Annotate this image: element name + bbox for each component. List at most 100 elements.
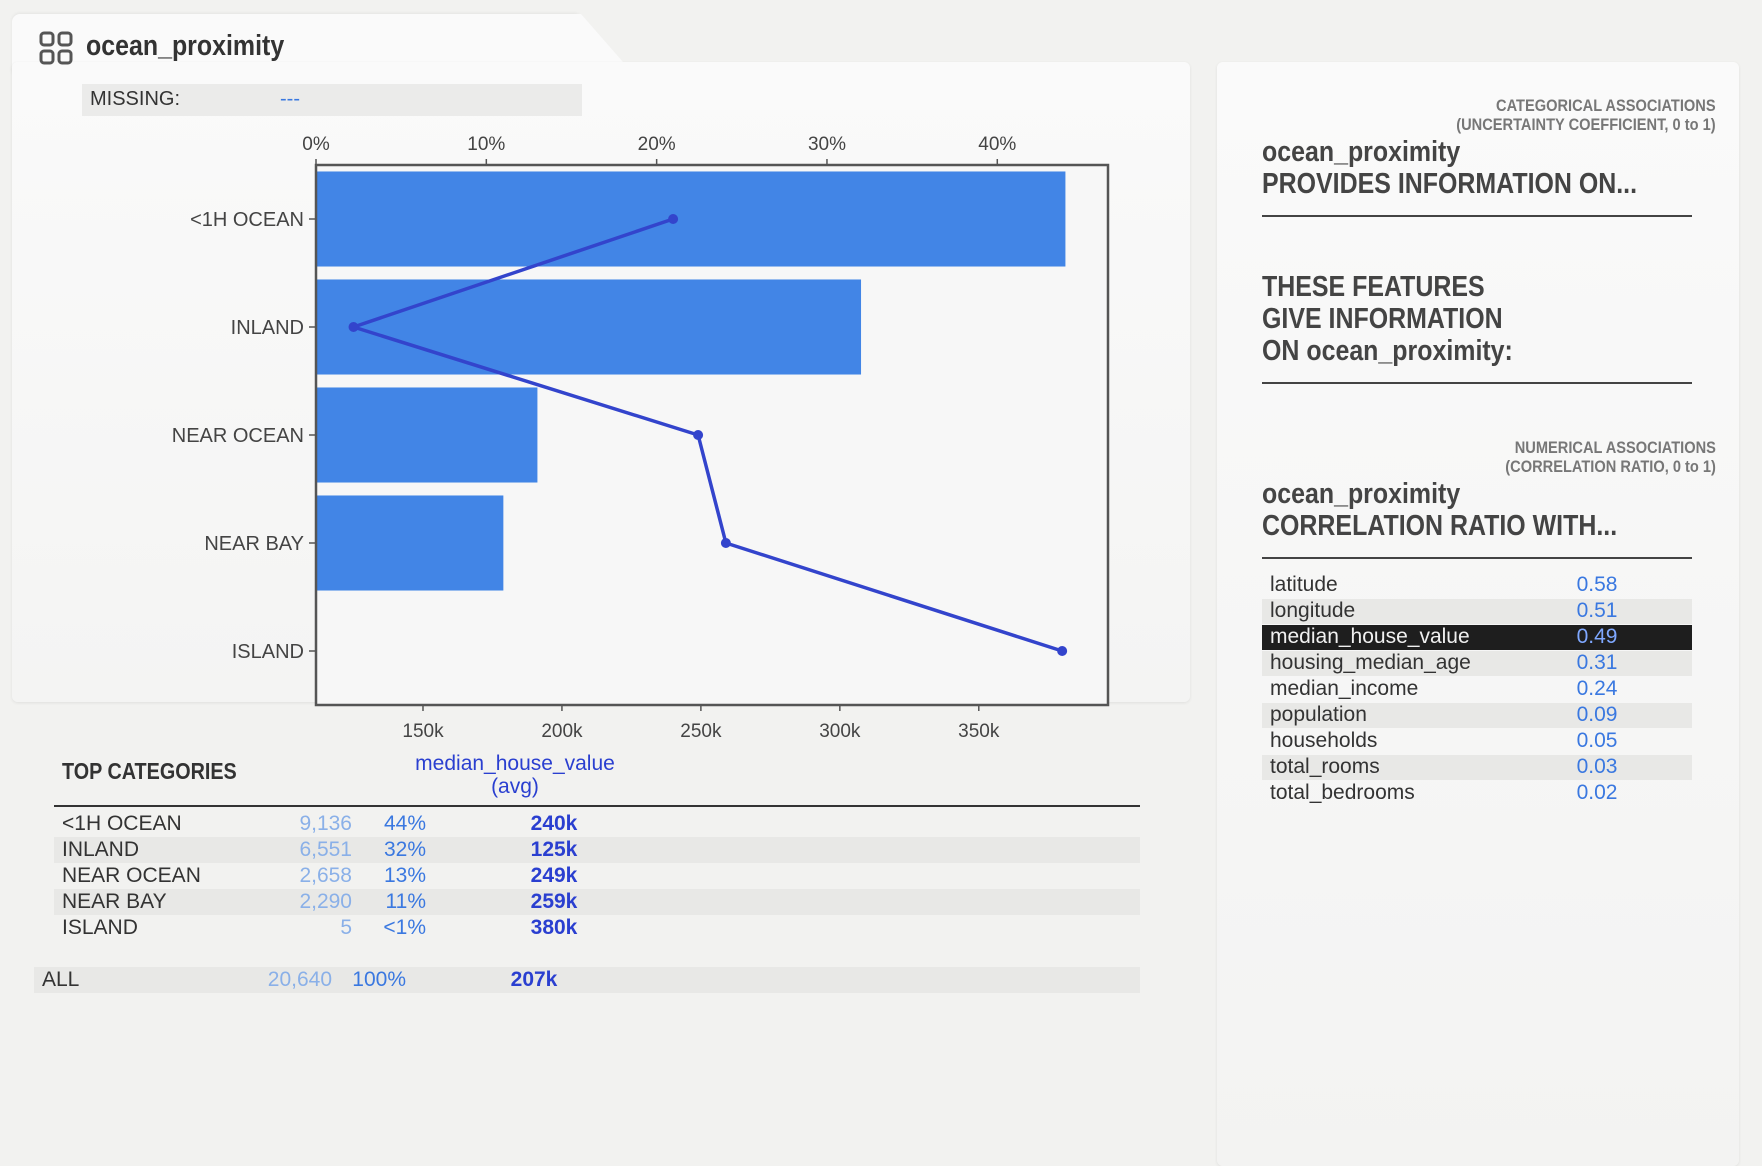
table-row[interactable]: ISLAND 5 <1% 380k <box>54 915 1140 941</box>
categorical-sub-line1: CATEGORICAL ASSOCIATIONS <box>1496 96 1716 115</box>
categorical-associations-subtitle: CATEGORICAL ASSOCIATIONS (UNCERTAINTY CO… <box>1457 96 1716 134</box>
cell-pct: 11% <box>385 890 426 913</box>
cell-pct: 13% <box>383 864 426 887</box>
association-name: median_house_value <box>1270 625 1470 648</box>
bottom-axis-label: 250k <box>680 721 722 742</box>
grid-icon[interactable] <box>38 30 74 66</box>
association-name: total_bedrooms <box>1270 781 1415 804</box>
cell-pct: 32% <box>383 838 426 861</box>
cell-name: ALL <box>42 968 80 991</box>
missing-label: MISSING: <box>90 88 181 110</box>
categorical-title-line2: PROVIDES INFORMATION ON... <box>1262 168 1638 200</box>
median-point <box>1057 646 1068 656</box>
feature-title: ocean_proximity <box>86 30 285 62</box>
category-label: INLAND <box>231 317 304 339</box>
association-value: 0.49 <box>1576 625 1618 648</box>
missing-row: MISSING: --- <box>82 84 582 116</box>
cell-count: 6,551 <box>299 838 352 861</box>
cell-count: 5 <box>340 916 352 939</box>
association-row[interactable]: total_bedrooms 0.02 <box>1262 781 1692 806</box>
cell-name: NEAR OCEAN <box>62 864 201 887</box>
association-name: population <box>1270 703 1367 726</box>
table-row[interactable]: NEAR OCEAN 2,658 13% 249k <box>54 863 1140 889</box>
bottom-axis-label: 150k <box>402 721 444 742</box>
numerical-title-line2: CORRELATION RATIO WITH... <box>1262 510 1618 542</box>
association-name: median_income <box>1270 677 1419 700</box>
cell-name: ISLAND <box>62 916 138 939</box>
bottom-axis-label: 200k <box>541 721 583 742</box>
median-house-value-column-header: median_house_value (avg) <box>395 752 635 798</box>
table-divider <box>54 805 1140 807</box>
cell-avg: 249k <box>530 864 578 887</box>
cell-avg: 240k <box>530 812 578 835</box>
column-header-line2: (avg) <box>491 775 539 798</box>
reverse-title-line3: ON ocean_proximity: <box>1262 335 1513 367</box>
association-row[interactable]: latitude 0.58 <box>1262 573 1692 598</box>
cell-avg: 207k <box>510 968 558 991</box>
cell-avg: 125k <box>530 838 578 861</box>
table-row[interactable]: ALL 20,640 100% 207k <box>34 967 1140 993</box>
cell-count: 9,136 <box>299 812 352 835</box>
association-row[interactable]: population 0.09 <box>1262 703 1692 728</box>
association-value: 0.03 <box>1576 755 1618 778</box>
cell-count: 20,640 <box>267 968 332 991</box>
category-label: NEAR OCEAN <box>172 425 304 447</box>
category-chart: 0% 10% 20% 30% 40% 150k 200k 250k 300k 350k <1H OC… <box>172 134 1110 742</box>
numerical-associations-subtitle: NUMERICAL ASSOCIATIONS (CORRELATION RATI… <box>1505 438 1716 476</box>
association-name: latitude <box>1270 573 1338 596</box>
table-row[interactable]: <1H OCEAN 9,136 44% 240k <box>54 811 1140 837</box>
association-row[interactable]: housing_median_age 0.31 <box>1262 651 1692 676</box>
association-row[interactable]: median_house_value 0.49 <box>1262 625 1692 650</box>
category-label: NEAR BAY <box>204 533 304 555</box>
category-label: <1H OCEAN <box>190 209 304 231</box>
bar <box>316 279 862 375</box>
top-axis-label: 0% <box>302 134 330 155</box>
top-axis-label: 30% <box>808 134 846 155</box>
top-categories-heading: TOP CATEGORIES <box>62 758 237 784</box>
cell-count: 2,290 <box>299 890 352 913</box>
association-value: 0.24 <box>1576 677 1618 700</box>
categorical-title: ocean_proximity PROVIDES INFORMATION ON.… <box>1262 136 1637 200</box>
numerical-divider <box>1262 557 1692 559</box>
association-row[interactable]: median_income 0.24 <box>1262 677 1692 702</box>
table-row[interactable]: INLAND 6,551 32% 125k <box>54 837 1140 863</box>
numerical-sub-line2: (CORRELATION RATIO, 0 to 1) <box>1505 457 1716 476</box>
median-point <box>720 538 731 548</box>
cell-avg: 380k <box>530 916 578 939</box>
column-header-line1: median_house_value <box>415 752 615 775</box>
association-value: 0.02 <box>1576 781 1618 804</box>
cell-pct: 100% <box>352 968 406 991</box>
top-axis-label: 20% <box>638 134 676 155</box>
cell-name: INLAND <box>62 838 140 861</box>
association-row[interactable]: longitude 0.51 <box>1262 599 1692 624</box>
bar <box>316 171 1066 267</box>
association-value: 0.31 <box>1576 651 1618 674</box>
association-row[interactable]: households 0.05 <box>1262 729 1692 754</box>
cell-count: 2,658 <box>299 864 352 887</box>
top-axis-label: 10% <box>467 134 505 155</box>
top-axis-label: 40% <box>978 134 1016 155</box>
reverse-title-line1: THESE FEATURES <box>1262 271 1485 303</box>
categorical-divider <box>1262 215 1692 217</box>
median-point <box>348 322 359 332</box>
cell-name: <1H OCEAN <box>62 812 182 835</box>
association-name: total_rooms <box>1270 755 1380 778</box>
numerical-title: ocean_proximity CORRELATION RATIO WITH..… <box>1262 478 1617 542</box>
numerical-sub-line1: NUMERICAL ASSOCIATIONS <box>1514 438 1716 457</box>
median-point <box>668 214 679 224</box>
cell-avg: 259k <box>530 890 578 913</box>
association-name: households <box>1270 729 1378 752</box>
cell-pct: <1% <box>383 916 426 939</box>
association-value: 0.58 <box>1576 573 1618 596</box>
association-name: longitude <box>1270 599 1356 622</box>
table-row[interactable]: NEAR BAY 2,290 11% 259k <box>54 889 1140 915</box>
bottom-axis-label: 350k <box>958 721 1000 742</box>
bar <box>316 387 538 483</box>
reverse-associations-title: THESE FEATURES GIVE INFORMATION ON ocean… <box>1262 271 1513 367</box>
association-row[interactable]: total_rooms 0.03 <box>1262 755 1692 780</box>
cell-pct: 44% <box>383 812 426 835</box>
reverse-title-line2: GIVE INFORMATION <box>1262 303 1503 335</box>
category-label: ISLAND <box>232 641 304 663</box>
numerical-title-line1: ocean_proximity <box>1262 478 1461 510</box>
bar <box>316 495 504 591</box>
